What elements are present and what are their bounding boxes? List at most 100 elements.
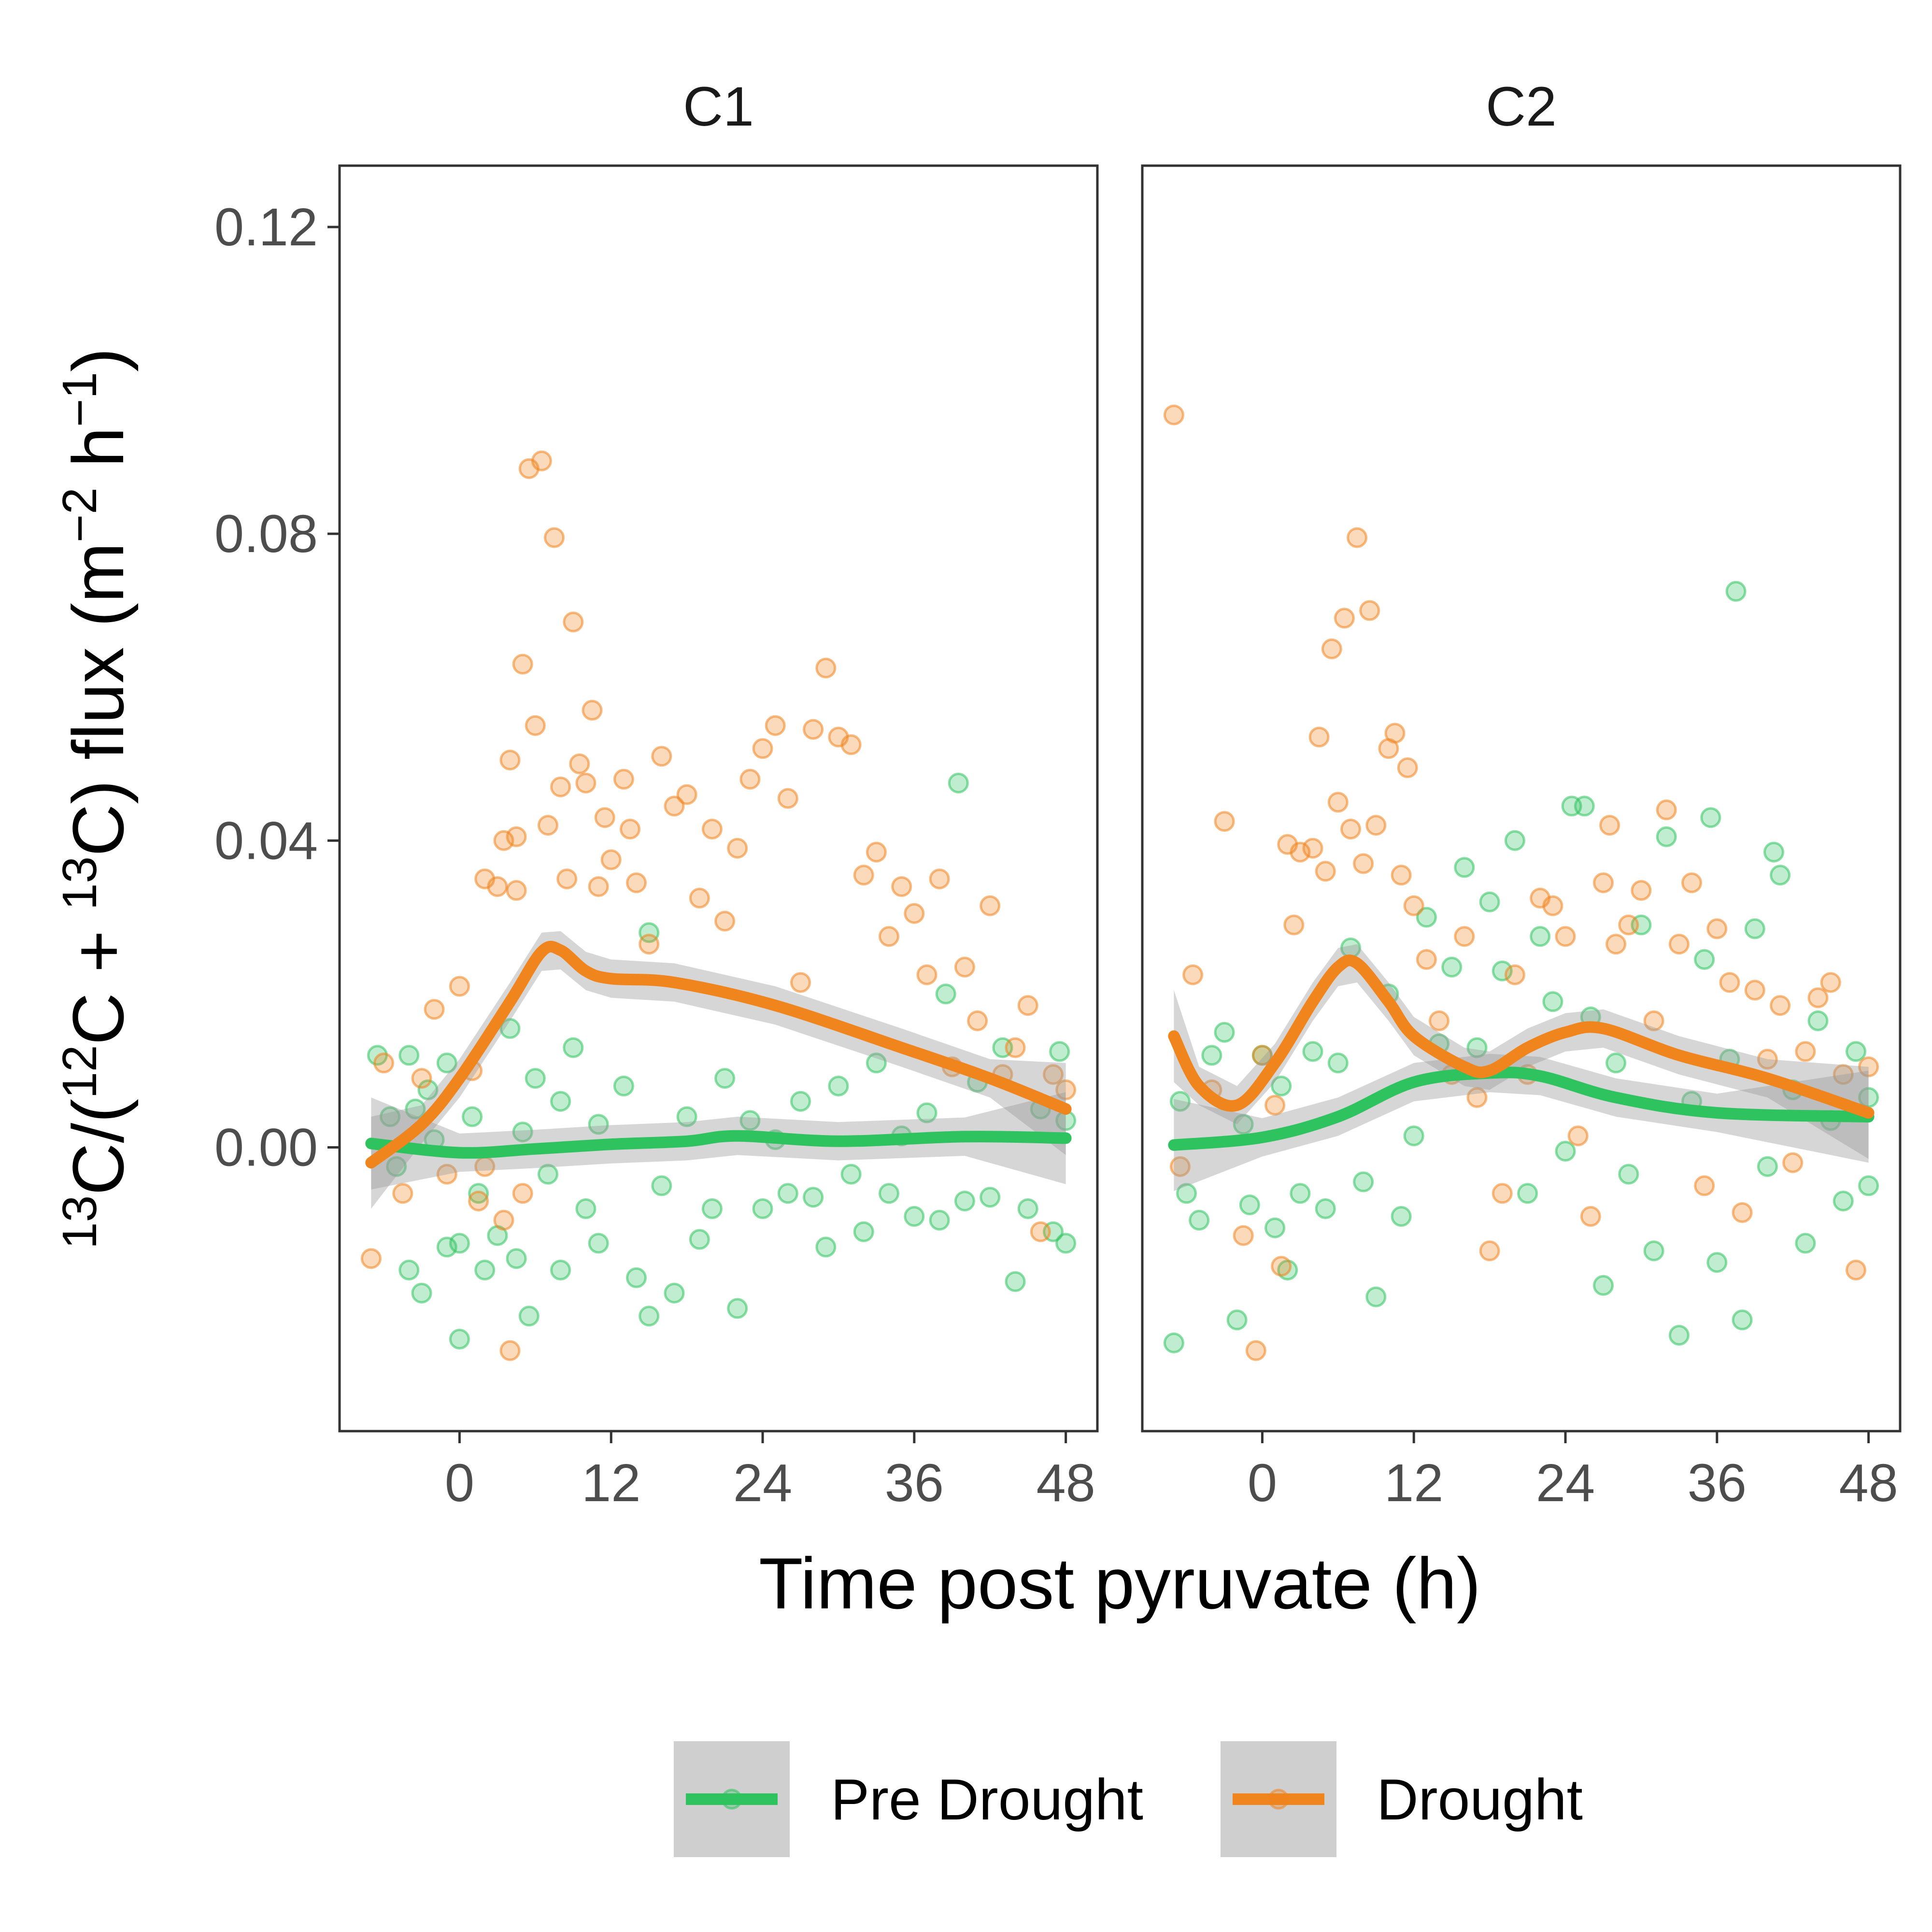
data-point <box>417 1079 439 1100</box>
points-pre-drought <box>1163 581 1879 1353</box>
data-point <box>980 895 1001 916</box>
data-point <box>1820 972 1841 993</box>
data-point <box>1315 1198 1336 1219</box>
data-point <box>765 715 786 736</box>
data-point <box>879 1183 899 1204</box>
data-point <box>1504 830 1525 851</box>
data-point <box>506 1248 527 1269</box>
data-point <box>1833 1064 1854 1085</box>
panel-border <box>1141 164 1902 1433</box>
data-point <box>1340 819 1361 839</box>
x-tick-label: 36 <box>885 1453 944 1513</box>
data-point <box>594 807 615 828</box>
data-point <box>600 849 622 870</box>
data-point <box>380 1106 401 1127</box>
data-point <box>1517 1183 1538 1204</box>
data-point <box>1397 757 1418 778</box>
legend-label: Drought <box>1377 1767 1583 1832</box>
data-point <box>1214 811 1235 832</box>
data-point <box>468 1183 489 1204</box>
data-point <box>1182 964 1204 985</box>
data-point <box>1391 1206 1412 1227</box>
data-point <box>853 1221 874 1242</box>
data-point <box>518 1306 540 1327</box>
data-point <box>1719 972 1740 993</box>
data-point <box>1403 1125 1424 1147</box>
data-point <box>525 715 546 736</box>
data-point <box>405 1098 426 1120</box>
data-point <box>499 750 521 771</box>
data-point <box>1757 1156 1778 1177</box>
y-tick-label: 0.12 <box>214 198 318 257</box>
data-point <box>1846 1260 1866 1280</box>
data-point <box>714 1068 736 1089</box>
data-point <box>676 1106 697 1127</box>
data-point <box>1264 1217 1286 1238</box>
data-point <box>1618 914 1639 936</box>
data-point <box>1429 1010 1449 1031</box>
data-point <box>620 819 640 839</box>
data-point <box>613 1076 634 1096</box>
data-point <box>1858 1087 1879 1108</box>
data-point <box>550 776 571 797</box>
data-point <box>1807 987 1829 1009</box>
data-point <box>506 880 527 901</box>
y-title-superscript: 12 <box>53 1045 107 1099</box>
data-point <box>967 1010 988 1031</box>
data-point <box>980 1187 1001 1208</box>
data-point <box>474 1260 496 1280</box>
data-point <box>651 1175 672 1196</box>
data-point <box>512 1122 533 1143</box>
data-point <box>506 826 527 847</box>
smooth-line-drought <box>1168 954 1875 1119</box>
data-point <box>1163 404 1184 426</box>
data-point <box>739 768 761 790</box>
data-point <box>1017 1198 1038 1219</box>
data-point <box>1391 865 1412 886</box>
data-point <box>1593 872 1614 894</box>
data-point <box>1353 1171 1374 1193</box>
y-title-segment: C/( <box>57 1099 139 1195</box>
legend: Pre Drought Drought <box>674 1741 1583 1857</box>
data-point <box>790 972 811 993</box>
data-point <box>1744 980 1765 1001</box>
y-axis-title: 13C/(12C + 13C) flux (m−2 h−1) <box>53 348 139 1249</box>
data-point <box>1618 1164 1639 1185</box>
x-tick-label: 24 <box>1536 1453 1595 1513</box>
points-drought <box>360 450 1077 1361</box>
data-point <box>1290 1183 1311 1204</box>
data-point <box>916 1102 938 1123</box>
facet-panels <box>338 164 1902 1433</box>
data-point <box>639 1306 660 1327</box>
data-point <box>1668 934 1690 955</box>
data-point <box>1631 880 1652 901</box>
panel-background <box>340 166 1097 1431</box>
data-point <box>575 1198 597 1219</box>
data-point <box>1555 1140 1576 1162</box>
x-tick-label: 36 <box>1688 1453 1747 1513</box>
data-point <box>575 772 597 794</box>
data-point <box>1302 1041 1323 1062</box>
data-point <box>1359 600 1380 621</box>
data-point <box>1189 1209 1210 1231</box>
facet-strips: C1 C2 <box>683 76 1557 138</box>
data-point <box>916 964 938 985</box>
data-point <box>954 956 975 978</box>
data-point <box>493 1209 514 1231</box>
data-point <box>1308 726 1330 748</box>
data-point <box>1264 1094 1286 1116</box>
data-point <box>790 1091 811 1112</box>
data-point <box>1770 995 1791 1016</box>
data-point <box>449 1329 470 1350</box>
y-tick-label: 0.04 <box>214 811 318 870</box>
data-point <box>935 983 956 1005</box>
data-point <box>727 1298 748 1319</box>
data-point <box>360 1248 382 1269</box>
data-point <box>588 1114 609 1135</box>
data-point <box>1656 799 1677 821</box>
data-point <box>1055 1079 1077 1100</box>
data-point <box>1580 1206 1601 1227</box>
data-point <box>1567 1125 1589 1147</box>
data-point <box>1681 872 1702 894</box>
